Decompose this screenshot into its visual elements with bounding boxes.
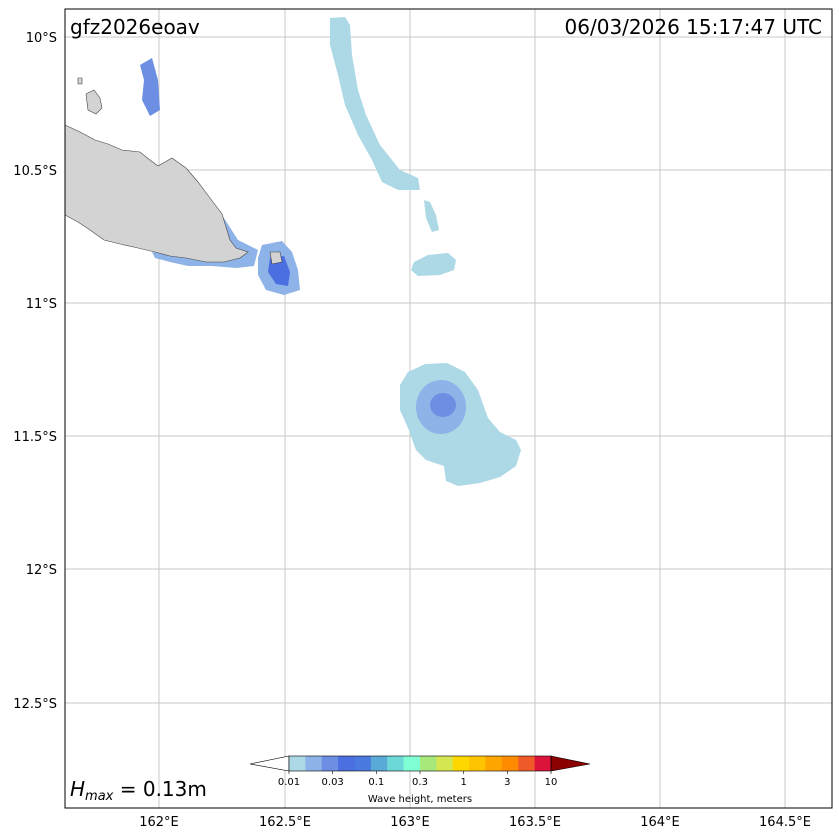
colorbar-tick-label: 0.03: [322, 777, 344, 788]
hmax-label: Hmax = 0.13m: [70, 777, 207, 804]
lon-tick-label: 163°E: [390, 815, 430, 830]
island-small-1: [85, 89, 103, 115]
event-id: gfz2026eoav: [70, 15, 200, 39]
colorbar-tick-label: 1: [460, 777, 466, 788]
hmax-subscript: max: [85, 789, 114, 804]
colorbar-cell: [501, 756, 519, 771]
colorbar-cell: [452, 756, 470, 771]
colorbar-cell: [436, 756, 454, 771]
wave-patch-small-a: [424, 200, 439, 232]
lat-tick-label: 10°S: [26, 31, 57, 46]
colorbar-cell: [338, 756, 355, 771]
hmax-value: = 0.13m: [113, 777, 207, 801]
hmax-symbol: H: [70, 777, 85, 801]
lat-tick-label: 12°S: [26, 563, 57, 578]
landmass: [64, 77, 283, 265]
timestamp: 06/03/2026 15:17:47 UTC: [565, 15, 822, 39]
colorbar-tick-label: 0.3: [412, 777, 428, 788]
colorbar-cell: [354, 756, 372, 771]
colorbar-label: Wave height, meters: [368, 794, 472, 805]
lat-tick-label: 10.5°S: [13, 164, 57, 179]
colorbar-tick-label: 0.1: [368, 777, 384, 788]
colorbar-tick-label: 3: [504, 777, 510, 788]
wave-core-inner: [430, 393, 456, 417]
lon-axis-labels: 162°E 162.5°E 163°E 163.5°E 164°E 164.5°…: [139, 815, 811, 830]
colorbar-cells: [289, 756, 552, 771]
wave-height-field: [140, 17, 521, 486]
lon-tick-label: 162°E: [139, 815, 179, 830]
colorbar-cell: [321, 756, 339, 771]
colorbar-tick-label: 10: [545, 777, 558, 788]
colorbar-cell: [370, 756, 388, 771]
colorbar-cell: [305, 756, 323, 771]
lat-tick-label: 12.5°S: [13, 697, 57, 712]
wave-patch-small-b: [411, 253, 456, 276]
colorbar-cell: [469, 756, 486, 771]
lon-tick-label: 164°E: [640, 815, 680, 830]
lat-tick-label: 11°S: [26, 297, 57, 312]
island-small-3: [269, 251, 283, 265]
colorbar-cell: [420, 756, 437, 771]
colorbar-cell: [387, 756, 405, 771]
colorbar-ticks: 0.01 0.03 0.1 0.3 1 3 10: [278, 771, 558, 788]
colorbar-cell: [403, 756, 421, 771]
colorbar-cell: [485, 756, 503, 771]
lon-tick-label: 162.5°E: [259, 815, 311, 830]
island-small-2: [77, 77, 83, 85]
map-frame: [64, 8, 833, 809]
colorbar: 0.01 0.03 0.1 0.3 1 3 10 Wave height, meters: [249, 755, 591, 805]
lon-tick-label: 163.5°E: [509, 815, 561, 830]
island-main: [64, 124, 249, 263]
wave-coastal-fringe: [152, 158, 258, 268]
wave-patch-northwest: [140, 58, 160, 116]
wave-patch-north: [330, 17, 420, 190]
lon-tick-label: 164.5°E: [759, 815, 811, 830]
colorbar-cell: [534, 756, 552, 771]
colorbar-cell: [518, 756, 536, 771]
colorbar-cell: [289, 756, 306, 771]
lat-tick-label: 11.5°S: [13, 430, 57, 445]
lat-axis-labels: 10°S 10.5°S 11°S 11.5°S 12°S 12.5°S: [13, 31, 57, 712]
colorbar-tick-label: 0.01: [278, 777, 300, 788]
